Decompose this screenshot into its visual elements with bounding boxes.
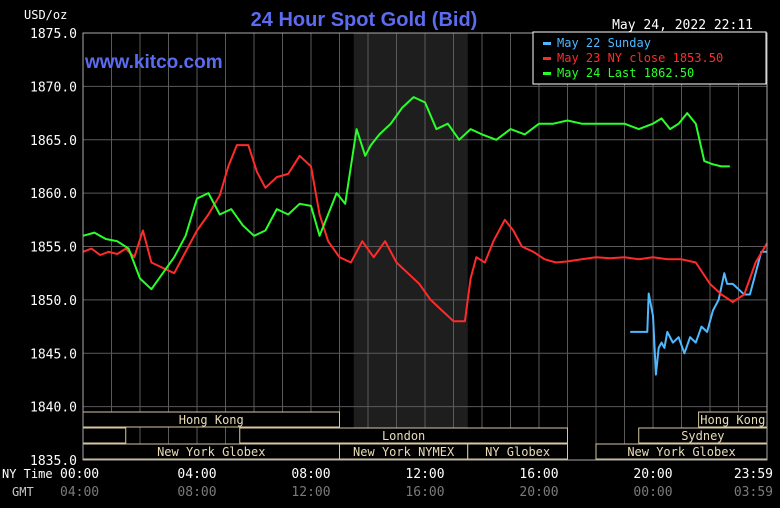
legend-swatch	[543, 42, 551, 45]
x-tick-label-gmt: 08:00	[177, 485, 216, 500]
session-label: Hong Kong	[179, 413, 244, 427]
x-tick-label-gmt: 20:00	[519, 485, 558, 500]
session-bar	[467, 443, 568, 460]
y-tick-label: 1850.0	[30, 294, 77, 309]
session-bar	[82, 427, 127, 444]
y-axis-label: USD/oz	[24, 8, 67, 22]
plot-frame	[82, 32, 768, 461]
y-tick-label: 1875.0	[30, 27, 77, 42]
legend-label: May 22 Sunday	[557, 36, 651, 50]
series-line-1	[630, 250, 767, 376]
legend-swatch	[543, 57, 551, 60]
session-label: NY Globex	[485, 445, 550, 459]
series-lines	[82, 96, 768, 376]
x-tick-label-ny: 16:00	[519, 467, 558, 482]
session-label: Hong Kong	[700, 413, 765, 427]
legend-label: May 23 NY close 1853.50	[557, 51, 723, 65]
legend-swatch	[543, 72, 551, 75]
legend-label: May 24 Last 1862.50	[557, 66, 694, 80]
chart-timestamp: May 24, 2022 22:11	[612, 18, 753, 33]
session-label: Sydney	[681, 429, 724, 443]
x-tick-label-gmt: 03:59	[734, 485, 773, 500]
trading-sessions: Hong Kong Hong Kong London Sydney New York G…	[82, 411, 768, 460]
series-line-3	[82, 96, 730, 291]
x-tick-label-gmt: 04:00	[60, 485, 99, 500]
x-tick-label-ny: 00:00	[60, 467, 99, 482]
chart-title: 24 Hour Spot Gold (Bid)	[251, 9, 478, 31]
series-line-2	[82, 144, 768, 323]
y-tick-label: 1870.0	[30, 80, 77, 95]
x-tick-label-gmt: 00:00	[633, 485, 672, 500]
watermark: www.kitco.com	[84, 52, 223, 73]
y-tick-label: 1855.0	[30, 241, 77, 256]
session-bar	[239, 427, 568, 444]
y-tick-label: 1835.0	[30, 454, 77, 469]
session-label: London	[382, 429, 425, 443]
session-label: New York Globex	[157, 445, 265, 459]
x-tick-label-gmt: 16:00	[405, 485, 444, 500]
x-tick-label-ny: 23:59	[734, 467, 773, 482]
y-tick-label: 1860.0	[30, 187, 77, 202]
x-tick-label-ny: 12:00	[405, 467, 444, 482]
y-tick-label: 1840.0	[30, 401, 77, 416]
y-tick-label: 1865.0	[30, 134, 77, 149]
ny-time-label: NY Time	[2, 467, 53, 481]
y-tick-label: 1845.0	[30, 347, 77, 362]
y-axis-ticks: 1875.0 1870.0 1865.0 1860.0 1855.0 1850.0 1845…	[30, 27, 77, 469]
gridlines	[82, 32, 768, 461]
gmt-label: GMT	[12, 485, 34, 499]
x-tick-label-ny: 20:00	[633, 467, 672, 482]
session-label: New York NYMEX	[353, 445, 455, 459]
x-tick-label-ny: 08:00	[291, 467, 330, 482]
session-label: New York Globex	[627, 445, 735, 459]
x-axis-ticks: 00:00 04:00 08:00 12:00 16:00 20:00 23:59 04:00…	[60, 467, 773, 500]
x-tick-label-ny: 04:00	[177, 467, 216, 482]
x-tick-label-gmt: 12:00	[291, 485, 330, 500]
legend-box	[532, 31, 767, 85]
